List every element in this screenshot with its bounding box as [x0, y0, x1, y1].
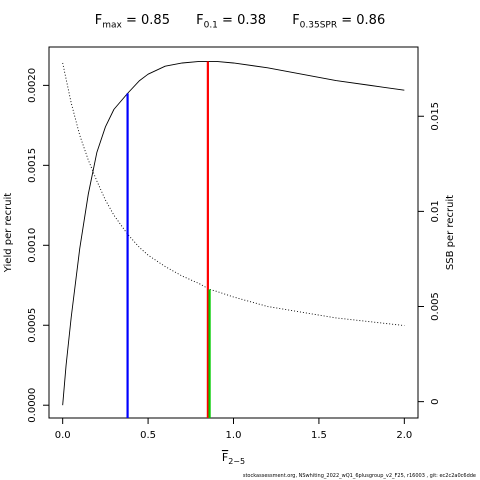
- y-left-tick-label: 0.0000: [27, 388, 38, 423]
- y-right-tick-label: 0.015: [430, 102, 441, 131]
- plot-frame: [48, 46, 419, 419]
- y-left-tick-label: 0.0020: [27, 68, 38, 103]
- yield-per-recruit-line: [62, 60, 405, 406]
- title-term-f01: F0.1 = 0.38: [196, 13, 267, 31]
- footer-source: stockassessment.org, NSwhiting_2022_wQ1_…: [242, 473, 476, 479]
- y-left-tick-label: 0.0015: [27, 148, 38, 183]
- y-left-tick-label: 0.0005: [27, 308, 38, 343]
- y-right-axis-title: SSB per recruit: [445, 195, 456, 270]
- title-term-f035spr: F0.35SPR = 0.86: [292, 13, 386, 31]
- ssb-per-recruit-line: [62, 62, 405, 326]
- y-right-tick-label: 0.01: [430, 200, 441, 222]
- x-tick-label: 1.5: [311, 430, 327, 441]
- y-right-tick-label: 0.005: [430, 292, 441, 321]
- chart-title: Fmax = 0.85 F0.1 = 0.38 F0.35SPR = 0.86: [0, 13, 480, 31]
- x-tick-label: 0.5: [140, 430, 156, 441]
- x-tick-label: 0.0: [55, 430, 71, 441]
- x-axis-title: F2−5: [222, 451, 245, 466]
- y-left-axis-title: Yield per recruit: [3, 193, 14, 274]
- y-right-tick-label: 0: [430, 398, 441, 404]
- x-tick-label: 2.0: [396, 430, 412, 441]
- x-tick-label: 1.0: [226, 430, 242, 441]
- title-term-fmax: Fmax = 0.85: [94, 13, 170, 31]
- y-left-tick-label: 0.0010: [27, 228, 38, 263]
